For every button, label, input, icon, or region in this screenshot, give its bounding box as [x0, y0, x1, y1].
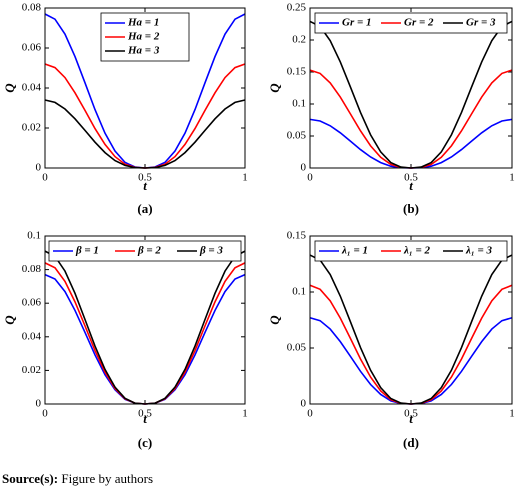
legend-label: Gr = 2 [404, 17, 434, 29]
y-tick-label: 0.06 [22, 42, 42, 54]
panel: 0 0.02 0.04 0.06 0.08 0 0.5 1 t Q (a) Ha = 1 Ha = 2 H… [2, 2, 248, 216]
y-tick-label: 0.08 [22, 2, 42, 14]
y-tick-label: 0 [36, 398, 42, 410]
x-tick-label: 1 [242, 408, 248, 420]
y-axis-label: Q [267, 315, 282, 325]
series-line [309, 254, 513, 405]
y-tick-label: 0.05 [287, 342, 307, 354]
legend-label: Ha = 3 [127, 45, 160, 57]
legend-box [48, 240, 242, 262]
x-tick-label: 0 [42, 408, 48, 420]
x-axis-label: t [409, 411, 413, 426]
legend-label: λ₁ = 2 [403, 245, 430, 257]
x-tick-label: 0 [42, 172, 48, 184]
y-tick-label: 0.1 [27, 230, 41, 242]
x-axis-label: t [143, 178, 147, 193]
x-axis-label: t [143, 411, 147, 426]
y-tick-label: 0.1 [292, 286, 306, 298]
legend-label: Gr = 1 [342, 17, 372, 29]
y-axis-label: Q [2, 83, 17, 93]
series-line [309, 118, 513, 169]
legend-label: λ₁ = 1 [341, 245, 368, 257]
y-axis-label: Q [267, 83, 282, 93]
y-tick-label: 0.08 [22, 263, 42, 275]
y-tick-label: 0.02 [22, 364, 41, 376]
series-line [309, 316, 513, 405]
plot-frame [309, 7, 513, 169]
legend-label: β = 3 [199, 245, 223, 257]
series-line [309, 284, 513, 405]
legend-box [314, 240, 508, 262]
x-tick-label: 0 [307, 172, 313, 184]
y-tick-label: 0 [36, 162, 42, 174]
caption: (a) [137, 201, 152, 216]
x-tick-label: 0.5 [404, 408, 418, 420]
caption: (b) [403, 201, 419, 216]
series-line [44, 63, 246, 169]
series-line [309, 20, 513, 169]
y-tick-label: 0.15 [287, 66, 307, 78]
y-axis-label: Q [2, 315, 17, 325]
y-tick-label: 0.25 [287, 2, 307, 14]
x-tick-label: 1 [509, 408, 515, 420]
x-tick-label: 1 [242, 172, 248, 184]
panel: 0 0.05 0.1 0.15 0 0.5 1 t Q (d) λ₁ = 1 λ₁ = 2 λ₁ = 3 [267, 230, 515, 450]
plot-frame [44, 7, 246, 169]
y-tick-label: 0 [301, 162, 307, 174]
x-axis-label: t [409, 178, 413, 193]
y-tick-label: 0.1 [292, 98, 306, 110]
x-tick-label: 0.5 [138, 408, 152, 420]
y-tick-label: 0.05 [287, 130, 307, 142]
legend-label: β = 2 [137, 245, 161, 257]
series-line [44, 250, 246, 405]
y-tick-label: 0.04 [22, 82, 42, 94]
legend-label: β = 1 [75, 245, 99, 257]
x-tick-label: 1 [509, 172, 515, 184]
x-tick-label: 0.5 [404, 172, 418, 184]
panel: 0 0.05 0.1 0.15 0.2 0.25 0 0.5 1 t Q (b) Gr = 1 Gr = … [267, 2, 515, 216]
source-text: Figure by authors [61, 471, 153, 486]
y-tick-label: 0 [301, 398, 307, 410]
legend-box [314, 12, 508, 34]
legend-label: Gr = 3 [466, 17, 496, 29]
panel: 0 0.02 0.04 0.06 0.08 0.1 0 0.5 1 t Q (c) β = 1 β = 2… [2, 230, 248, 450]
y-tick-label: 0.04 [22, 330, 42, 342]
y-tick-label: 0.02 [22, 122, 41, 134]
series-line [44, 262, 246, 405]
legend-label: Ha = 1 [127, 17, 159, 29]
y-tick-label: 0.15 [287, 230, 307, 242]
legend-label: Ha = 2 [127, 31, 160, 43]
plot-frame [309, 235, 513, 405]
source: Source(s): Figure by authors [2, 471, 153, 486]
x-tick-label: 0 [307, 408, 313, 420]
y-tick-label: 0.2 [292, 34, 306, 46]
y-tick-label: 0.06 [22, 297, 42, 309]
caption: (c) [138, 435, 152, 450]
series-line [44, 99, 246, 169]
source-label: Source(s): [2, 471, 58, 486]
caption: (d) [403, 435, 419, 450]
series-line [309, 69, 513, 169]
x-tick-label: 0.5 [138, 172, 152, 184]
legend-label: λ₁ = 3 [465, 245, 492, 257]
plot-frame [44, 235, 246, 405]
